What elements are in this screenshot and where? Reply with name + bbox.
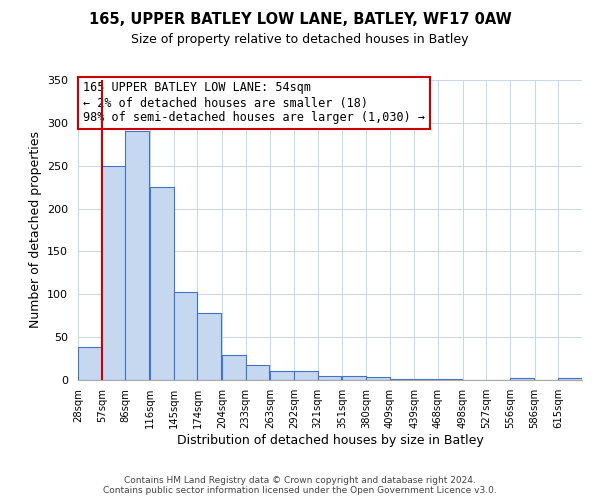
Y-axis label: Number of detached properties: Number of detached properties xyxy=(29,132,41,328)
Text: 165 UPPER BATLEY LOW LANE: 54sqm
← 2% of detached houses are smaller (18)
98% of: 165 UPPER BATLEY LOW LANE: 54sqm ← 2% of… xyxy=(83,82,425,124)
Bar xyxy=(270,372,294,380)
Bar xyxy=(294,372,318,380)
Bar xyxy=(438,379,462,380)
Bar xyxy=(174,292,197,380)
Text: Size of property relative to detached houses in Batley: Size of property relative to detached ho… xyxy=(131,32,469,46)
Bar xyxy=(318,376,341,380)
Bar xyxy=(197,313,221,380)
Bar xyxy=(414,379,438,380)
Bar xyxy=(558,378,582,380)
Bar xyxy=(150,187,174,380)
Bar xyxy=(246,364,269,380)
Text: 165, UPPER BATLEY LOW LANE, BATLEY, WF17 0AW: 165, UPPER BATLEY LOW LANE, BATLEY, WF17… xyxy=(89,12,511,28)
Bar xyxy=(510,378,534,380)
Bar xyxy=(102,166,125,380)
X-axis label: Distribution of detached houses by size in Batley: Distribution of detached houses by size … xyxy=(176,434,484,446)
Bar xyxy=(78,348,102,380)
Bar xyxy=(366,378,390,380)
Bar xyxy=(125,132,149,380)
Text: Contains HM Land Registry data © Crown copyright and database right 2024.
Contai: Contains HM Land Registry data © Crown c… xyxy=(103,476,497,495)
Bar xyxy=(222,355,246,380)
Bar xyxy=(390,379,413,380)
Bar xyxy=(342,376,366,380)
